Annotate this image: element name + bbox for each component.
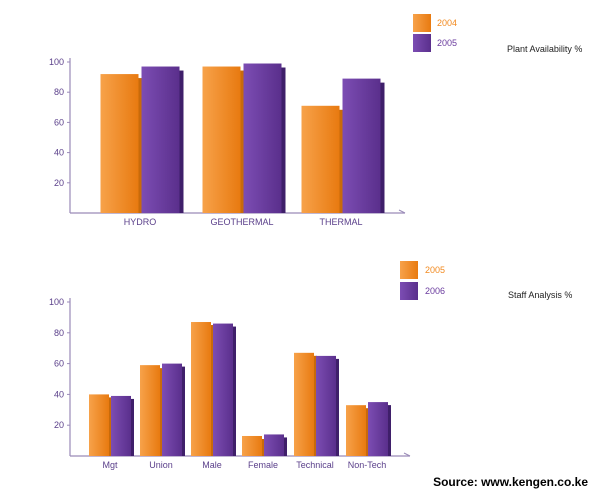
bar [162,363,182,456]
bar-shadow [233,326,236,456]
bar-shadow [131,398,134,456]
y-tick-label: 100 [49,297,64,307]
bar [242,435,262,456]
bar-shadow [281,67,286,213]
source-credit: Source: www.kengen.co.ke [433,475,588,489]
x-axis-end [398,209,406,214]
bar-shadow [336,358,339,456]
chart-title: Plant Availability % [507,44,582,54]
bar [140,365,160,456]
y-tick-label: 60 [54,117,64,127]
bar [316,355,336,456]
x-tick-label: Non-Tech [348,460,387,470]
y-tick-label: 40 [54,148,64,158]
bar-shadow [240,70,245,213]
y-tick-label: 40 [54,389,64,399]
legend-swatch [413,34,431,52]
legend-swatch [413,14,431,32]
x-tick-label: GEOTHERMAL [210,217,273,227]
bar [141,66,180,213]
staff-analysis-chart: 20 40 60 80 100 Mgt Union Male Female Technical No… [49,261,572,470]
x-tick-label: Female [248,460,278,470]
bar [346,405,366,456]
x-tick-label: HYDRO [124,217,157,227]
bar [264,434,284,456]
bar-shadow [109,397,112,456]
x-tick-label: THERMAL [319,217,362,227]
legend-label: 2005 [425,265,445,275]
bar [243,63,282,214]
bar-shadow [380,82,385,213]
bar [89,394,109,456]
y-tick-label: 60 [54,359,64,369]
bar-shadow [262,438,265,456]
x-tick-label: Union [149,460,173,470]
y-tick-label: 80 [54,87,64,97]
bar-shadow [211,325,214,456]
bar [368,402,388,456]
bar-shadow [388,405,391,456]
bar-shadow [138,78,143,213]
bar-shadow [366,408,369,456]
bar-shadow [339,109,344,213]
bar [294,352,314,456]
x-tick-label: Mgt [102,460,118,470]
bar-shadow [182,366,185,456]
legend-label: 2005 [437,38,457,48]
bar [202,66,241,213]
plant-availability-chart: 20 40 60 80 100 HYDRO GEOTHERMAL THERMAL 2004 200… [49,14,582,227]
y-tick-label: 20 [54,178,64,188]
bar [191,322,211,456]
x-axis-end [403,452,411,457]
bar-shadow [179,70,184,213]
bar [100,74,139,213]
bar [213,323,233,456]
bar-shadow [284,437,287,456]
legend-label: 2004 [437,18,457,28]
x-tick-label: Male [202,460,222,470]
legend-label: 2006 [425,286,445,296]
bar [111,395,131,456]
y-tick-label: 100 [49,57,64,67]
legend-swatch [400,282,418,300]
bar-shadow [160,368,163,456]
y-tick-label: 20 [54,420,64,430]
bar [342,78,381,213]
y-tick-label: 80 [54,328,64,338]
legend-swatch [400,261,418,279]
chart-title: Staff Analysis % [508,290,572,300]
bar-shadow [314,355,317,456]
x-tick-label: Technical [296,460,334,470]
bar [301,105,340,213]
